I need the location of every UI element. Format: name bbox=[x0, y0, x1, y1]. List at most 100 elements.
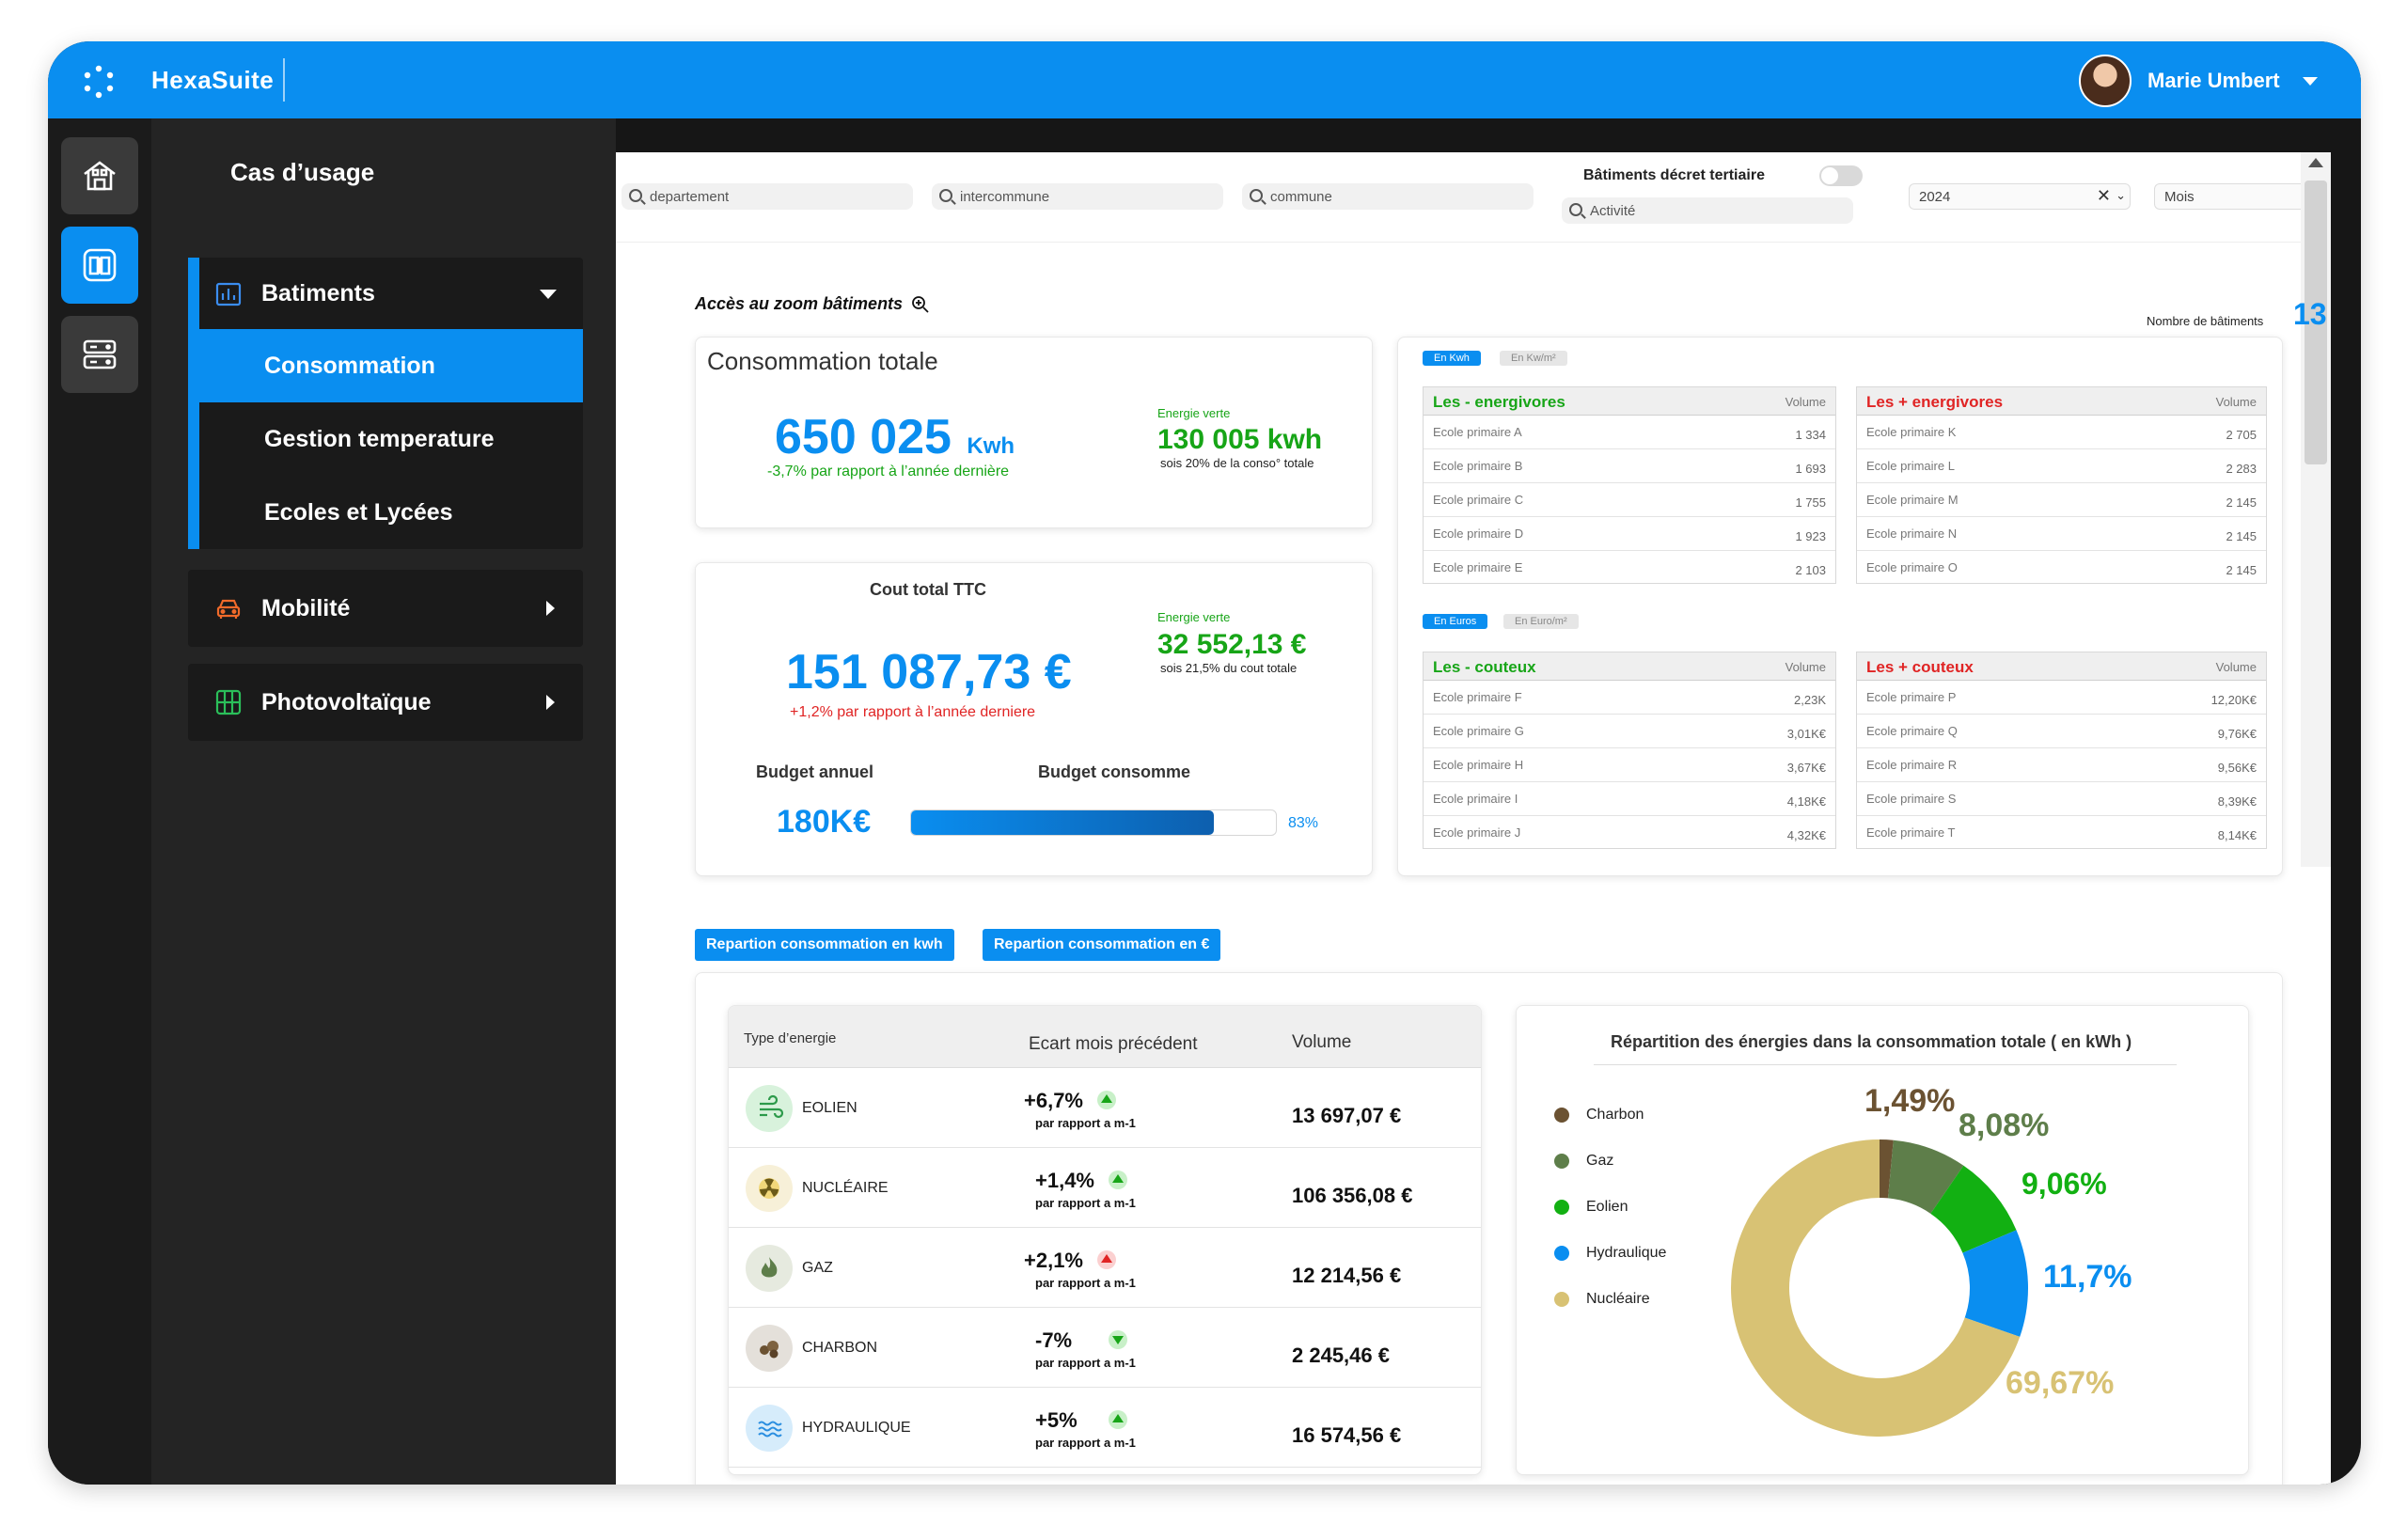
rankings-card: En Kwh En Kw/m² Les - energivores Volume … bbox=[1397, 337, 2283, 876]
rail-home-button[interactable] bbox=[61, 137, 138, 214]
rail-usecases-button[interactable] bbox=[61, 227, 138, 304]
nav-group-photovoltaique[interactable]: Photovoltaïque bbox=[188, 664, 583, 741]
total-cost-card: Cout total TTC 151 087,73 € +1,2% par ra… bbox=[695, 562, 1373, 876]
unit-tab-kwm2[interactable]: En Kw/m² bbox=[1500, 351, 1567, 366]
chevron-right-icon[interactable] bbox=[546, 695, 555, 710]
table-row[interactable]: Ecole primaire J 4,32K€ bbox=[1424, 816, 1835, 850]
table-row[interactable]: Ecole primaire N 2 145 bbox=[1857, 517, 2266, 551]
nav-item-consommation[interactable]: Consommation bbox=[188, 329, 583, 402]
scroll-thumb[interactable] bbox=[2305, 181, 2327, 464]
tab-repartition-eur[interactable]: Repartion consommation en € bbox=[983, 929, 1221, 961]
volume-header: Volume bbox=[2215, 660, 2257, 674]
table-row[interactable]: Ecole primaire E 2 103 bbox=[1424, 551, 1835, 585]
table-row[interactable]: Ecole primaire F 2,23K bbox=[1424, 681, 1835, 715]
consumption-delta: -3,7% par rapport à l’année dernière bbox=[767, 464, 1010, 479]
building-name: Ecole primaire P bbox=[1866, 690, 1957, 704]
trend-up-red-icon bbox=[1097, 1250, 1116, 1269]
donut-slice-charbon[interactable] bbox=[1880, 1139, 1894, 1199]
nav-group-label: Mobilité bbox=[261, 594, 351, 621]
table-row[interactable]: Ecole primaire D 1 923 bbox=[1424, 517, 1835, 551]
col-type: Type d’energie bbox=[744, 1030, 837, 1046]
year-select[interactable]: 2024 ✕ ⌄ bbox=[1909, 183, 2131, 210]
table-row[interactable]: Ecole primaire B 1 693 bbox=[1424, 449, 1835, 483]
slice-label: 69,67% bbox=[2006, 1365, 2114, 1401]
scrollbar[interactable] bbox=[2301, 152, 2331, 867]
zoom-in-icon bbox=[912, 296, 929, 313]
budget-progress-fill bbox=[911, 810, 1215, 835]
flame-icon bbox=[746, 1245, 793, 1292]
donut-slice-gaz[interactable] bbox=[1887, 1139, 1964, 1214]
water-icon bbox=[746, 1405, 793, 1452]
table-row[interactable]: GAZ +2,1% par rapport a m-1 12 214,56 € bbox=[729, 1228, 1481, 1308]
table-row[interactable]: Ecole primaire S 8,39K€ bbox=[1857, 782, 2266, 816]
tab-repartition-kwh[interactable]: Repartion consommation en kwh bbox=[695, 929, 954, 961]
unit-tab-euros[interactable]: En Euros bbox=[1423, 614, 1488, 629]
table-row[interactable]: CHARBON -7% par rapport a m-1 2 245,46 € bbox=[729, 1308, 1481, 1388]
user-name[interactable]: Marie Umbert bbox=[2147, 69, 2280, 92]
consumption-number: 650 025 bbox=[775, 410, 952, 464]
consumption-value: 650 025 Kwh bbox=[775, 409, 1015, 465]
trend-up-icon bbox=[1109, 1410, 1127, 1429]
table-row[interactable]: Ecole primaire C 1 755 bbox=[1424, 483, 1835, 517]
rail-servers-button[interactable] bbox=[61, 316, 138, 393]
table-row[interactable]: Ecole primaire Q 9,76K€ bbox=[1857, 715, 2266, 748]
table-row[interactable]: Ecole primaire P 12,20K€ bbox=[1857, 681, 2266, 715]
nav-group-photovoltaique-header[interactable]: Photovoltaïque bbox=[188, 664, 583, 741]
table-row[interactable]: Ecole primaire O 2 145 bbox=[1857, 551, 2266, 585]
table-row[interactable]: Ecole primaire M 2 145 bbox=[1857, 483, 2266, 517]
intercommune-filter[interactable]: intercommune bbox=[932, 183, 1223, 210]
nav-item-ecoles-lycees[interactable]: Ecoles et Lycées bbox=[188, 476, 583, 549]
clear-icon[interactable]: ✕ bbox=[2096, 186, 2111, 205]
nuclear-icon bbox=[746, 1165, 793, 1212]
table-row[interactable]: Ecole primaire I 4,18K€ bbox=[1424, 782, 1835, 816]
nav-group-mobilite[interactable]: Mobilité bbox=[188, 570, 583, 647]
legend-label[interactable]: Nucléaire bbox=[1586, 1291, 1650, 1307]
table-row[interactable]: Ecole primaire H 3,67K€ bbox=[1424, 748, 1835, 782]
nav-group-batiments-header[interactable]: Batiments bbox=[188, 258, 583, 329]
green-cost-value: 32 552,13 € bbox=[1157, 629, 1307, 660]
activite-filter[interactable]: Activité bbox=[1562, 197, 1853, 224]
green-energy-label: Energie verte bbox=[1157, 610, 1231, 624]
nav-item-gestion-temperature[interactable]: Gestion temperature bbox=[188, 402, 583, 476]
legend-label[interactable]: Eolien bbox=[1586, 1199, 1628, 1215]
nav-group-mobilite-header[interactable]: Mobilité bbox=[188, 570, 583, 647]
table-header: Les - couteux Volume bbox=[1424, 652, 1835, 681]
table-row[interactable]: Ecole primaire G 3,01K€ bbox=[1424, 715, 1835, 748]
table-body: Ecole primaire F 2,23K Ecole primaire G 3,0… bbox=[1424, 681, 1835, 850]
period-value: Mois bbox=[2164, 188, 2195, 205]
table-header: Les + energivores Volume bbox=[1857, 387, 2266, 416]
table-row[interactable]: Ecole primaire L 2 283 bbox=[1857, 449, 2266, 483]
scroll-up-icon[interactable] bbox=[2308, 158, 2323, 167]
chevron-down-icon[interactable]: ⌄ bbox=[2116, 188, 2126, 202]
zoom-buildings-link[interactable]: Accès au zoom bâtiments bbox=[695, 294, 930, 314]
energy-delta: +1,4% bbox=[1035, 1169, 1094, 1192]
table-row[interactable]: Ecole primaire R 9,56K€ bbox=[1857, 748, 2266, 782]
table-row[interactable]: Ecole primaire K 2 705 bbox=[1857, 416, 2266, 449]
chevron-right-icon[interactable] bbox=[546, 601, 555, 616]
donut-slice-nucléaire[interactable] bbox=[1731, 1139, 2021, 1437]
unit-tab-eurm2[interactable]: En Euro/m² bbox=[1503, 614, 1579, 629]
consumed-budget-pct: 83% bbox=[1288, 815, 1319, 831]
table-row[interactable]: Ecole primaire A 1 334 bbox=[1424, 416, 1835, 449]
unit-tab-kwh[interactable]: En Kwh bbox=[1423, 351, 1481, 366]
table-row[interactable]: NUCLÉAIRE +1,4% par rapport a m-1 106 356,0… bbox=[729, 1148, 1481, 1228]
building-volume: 2 283 bbox=[2226, 462, 2257, 476]
commune-filter[interactable]: commune bbox=[1242, 183, 1534, 210]
cost-value: 151 087,73 € bbox=[786, 645, 1072, 699]
table-row[interactable]: Ecole primaire T 8,14K€ bbox=[1857, 816, 2266, 850]
decret-tertiaire-toggle[interactable] bbox=[1819, 165, 1863, 186]
building-volume: 1 755 bbox=[1795, 495, 1826, 510]
table-row[interactable]: HYDRAULIQUE +5% par rapport a m-1 16 574,56… bbox=[729, 1388, 1481, 1468]
server-icon bbox=[83, 339, 117, 369]
departement-filter[interactable]: departement bbox=[621, 183, 913, 210]
donut-slice-hydraulique[interactable] bbox=[1962, 1230, 2028, 1337]
avatar[interactable] bbox=[2079, 55, 2132, 107]
legend-label[interactable]: Hydraulique bbox=[1586, 1245, 1667, 1261]
chevron-down-icon[interactable] bbox=[540, 290, 557, 299]
building-name: Ecole primaire J bbox=[1433, 825, 1521, 840]
donut-slice-eolien[interactable] bbox=[1930, 1165, 2017, 1253]
user-menu-caret-icon[interactable] bbox=[2303, 77, 2318, 86]
table-row[interactable]: EOLIEN +6,7% par rapport a m-1 13 697,07 € bbox=[729, 1068, 1481, 1148]
legend-label[interactable]: Charbon bbox=[1586, 1107, 1644, 1123]
legend-label[interactable]: Gaz bbox=[1586, 1153, 1614, 1169]
